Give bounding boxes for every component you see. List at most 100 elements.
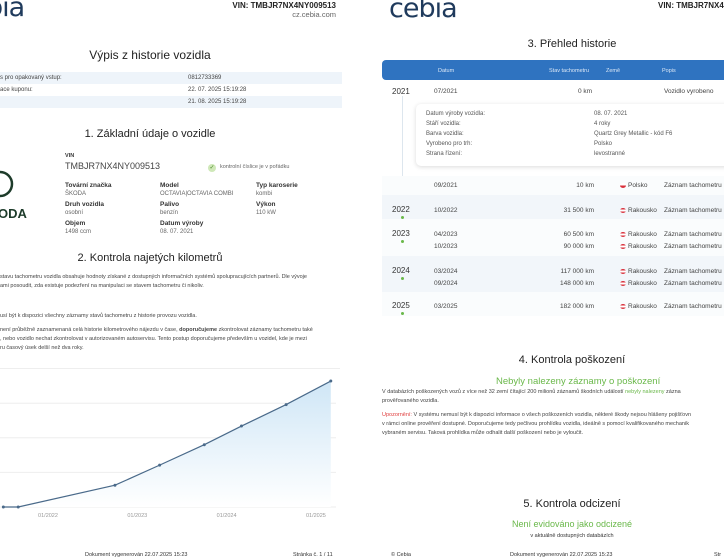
year-group: [382, 219, 724, 256]
footer-copyright: © Cebia: [391, 552, 411, 558]
row-km: 182 000 km: [560, 303, 594, 310]
row-desc: Záznam tachometru: [664, 303, 722, 310]
row-desc: Záznam tachometru: [664, 280, 722, 287]
field-label: Druh vozidla: [65, 201, 105, 208]
row-km: 10 km: [576, 182, 594, 189]
detail-label: Vyrobeno pro trh:: [426, 141, 473, 147]
field-value: OCTAVIA|OCTAVIA COMBI: [160, 191, 234, 197]
data-point: [16, 505, 20, 509]
data-point: [329, 379, 333, 383]
row-country: Rakousko: [620, 303, 657, 310]
detail-label: Strana řízení:: [426, 151, 463, 157]
flag-icon: [620, 280, 626, 286]
vehicle-details-card: [416, 104, 724, 166]
row-country: Polsko: [620, 182, 648, 189]
year-group: [382, 256, 724, 292]
vin-label: VIN: [65, 153, 75, 159]
timeline-dot-icon: [401, 277, 404, 280]
vin-value: TMBJR7NX4NY009513: [65, 161, 161, 171]
row-desc: Záznam tachometru: [664, 182, 722, 189]
data-point: [239, 424, 243, 428]
report-page-2: cebia VIN: TMBJR7NX4NY009513 3. Přehled …: [362, 0, 724, 560]
row-date: 09/2021: [434, 182, 458, 189]
detail-label: Barva vozidla:: [426, 131, 464, 137]
row-country: Rakousko: [620, 268, 657, 275]
year-label: 2023: [392, 229, 410, 238]
paragraph: vybraném servisu. Taková prohlídka může …: [382, 430, 584, 436]
flag-icon: [620, 182, 626, 188]
divider: [0, 368, 340, 369]
field-value: benzín: [160, 210, 179, 216]
row-desc: Záznam tachometru: [664, 243, 722, 250]
timeline-dot-icon: [401, 240, 404, 243]
x-tick-label: 01/2025: [306, 513, 326, 519]
header-site: cz.cebia.com: [292, 10, 336, 19]
detail-value: 08. 07. 2021: [594, 111, 628, 117]
mileage-chart: 01/2022 01/2023 01/2024 01/2025: [0, 379, 336, 519]
section-5-title: 5. Kontrola odcizení: [523, 498, 621, 510]
field-value: 08. 07. 2021: [160, 229, 194, 235]
timeline-dot-icon: [401, 216, 404, 219]
year-label: 2022: [392, 205, 410, 214]
row-country: Rakousko: [620, 231, 657, 238]
year-label: 2024: [392, 266, 410, 275]
row-date: 07/2021: [434, 88, 458, 95]
flag-icon: [620, 268, 626, 274]
footer-page: Str: [714, 552, 722, 558]
section-3-title: 3. Přehled historie: [527, 38, 617, 50]
paragraph: v rámci online prověření dostupné. Dopor…: [382, 421, 689, 427]
row-country: Rakousko: [620, 207, 657, 214]
field-value: 1498 ccm: [65, 229, 92, 235]
page-title: Výpis z historie vozidla: [89, 48, 211, 62]
row-date: 03/2025: [434, 303, 458, 310]
paragraph: ami posoudit, zda existuje podezření na …: [0, 283, 204, 289]
row-date: 09/2024: [434, 280, 458, 287]
row-date: 03/2024: [434, 268, 458, 275]
footer-generated: Dokument vygenerován 22.07.2025 15:23: [510, 552, 613, 558]
paragraph: V databázích poškozených vozů z více než…: [382, 389, 681, 395]
row-km: 148 000 km: [560, 280, 594, 287]
report-page-1: bia VIN: TMBJR7NX4NY009513 cz.cebia.com …: [0, 0, 342, 558]
row-km: 90 000 km: [563, 243, 594, 250]
info-row: 21. 08. 2025 15:19:28: [0, 96, 342, 108]
data-point: [284, 403, 288, 407]
check-icon: ✓: [208, 164, 216, 172]
area-fill: [3, 381, 331, 507]
column-header: Popis: [662, 68, 676, 74]
row-country: Rakousko: [620, 280, 657, 287]
row-date: 10/2023: [434, 243, 458, 250]
row-date: 10/2022: [434, 207, 458, 214]
row-km: 60 500 km: [563, 231, 594, 238]
row-desc: Záznam tachometru: [664, 231, 722, 238]
year-group: [382, 195, 724, 219]
detail-label: Datum výroby vozidla:: [426, 111, 486, 117]
year-label: 2025: [392, 301, 410, 310]
footer-generated: Dokument vygenerován 22.07.2025 15:23: [85, 552, 188, 558]
section-1-title: 1. Základní údaje o vozidle: [84, 128, 216, 140]
row-km: 31 500 km: [563, 207, 594, 214]
skoda-logo-icon: [0, 170, 14, 198]
row-desc: Záznam tachometru: [664, 268, 722, 275]
theft-result: Není evidováno jako odcizené: [511, 519, 633, 529]
paragraph: prověřovaného vozidla.: [382, 398, 439, 404]
field-value: osobní: [65, 210, 84, 216]
detail-label: Stáří vozidla:: [426, 121, 461, 127]
x-tick-label: 01/2024: [217, 513, 237, 519]
flag-icon: [620, 243, 626, 249]
section-2-title: 2. Kontrola najetých kilometrů: [77, 252, 223, 264]
paragraph: usí být k dispozici všechny záznamy stav…: [0, 313, 197, 319]
data-point: [113, 483, 117, 487]
footer-page: Stránka č. 1 / 11: [293, 552, 333, 558]
field-label: Palivo: [160, 201, 180, 208]
paragraph: není průběžně zaznamenaná celá historie …: [0, 327, 313, 333]
warning-paragraph: Upozornění: V systému nemusí být k dispo…: [382, 412, 692, 418]
year-label: 2021: [392, 87, 410, 96]
theft-subtext: v aktuálně dostupných databázích: [530, 533, 614, 539]
data-point: [1, 505, 5, 509]
info-row: ace kuponu: 22. 07. 2025 15:19:28: [0, 87, 247, 93]
header-vin: VIN: TMBJR7NX4NY009513: [658, 1, 724, 10]
info-row: s pro opakovaný vstup: 0812733369: [0, 72, 342, 84]
field-label: Objem: [65, 220, 86, 227]
flag-icon: [620, 207, 626, 213]
cebia-logo: bia: [0, 0, 25, 23]
